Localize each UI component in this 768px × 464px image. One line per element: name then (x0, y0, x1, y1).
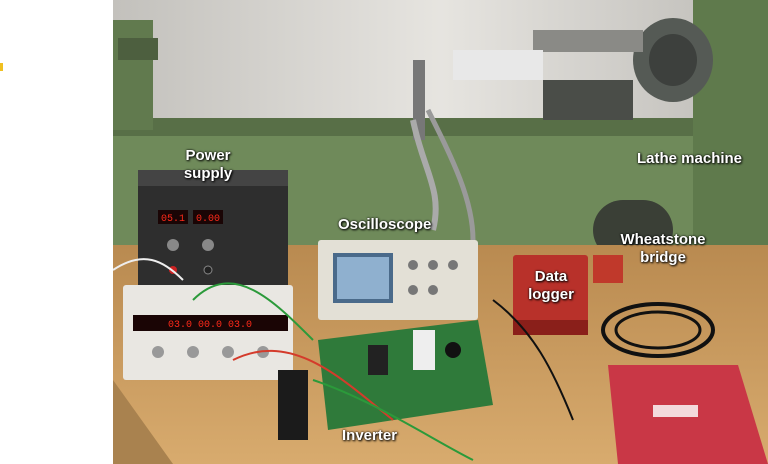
oscilloscope (318, 240, 478, 320)
stray-mark (0, 63, 3, 71)
supply-right-display: 0.00 (196, 214, 220, 225)
data-logger (513, 255, 588, 335)
wheatstone-bridge (593, 255, 623, 283)
label-inverter: Inverter (342, 427, 398, 444)
label-data-logger: Data logger (528, 268, 574, 303)
power-supply: 05.1 0.00 (138, 170, 288, 290)
inverter-board (278, 320, 493, 440)
triple-power-supply: 03.0 00.0 03.0 (123, 285, 293, 380)
lab-photo-illustration: 05.1 0.00 03.0 00.0 03.0 (113, 0, 768, 464)
label-oscilloscope: Oscilloscope (338, 216, 432, 233)
label-lathe-machine: Lathe machine (637, 150, 743, 167)
supply-left-display: 05.1 (161, 214, 185, 225)
label-power-supply: Power supply (183, 147, 233, 182)
triple-supply-display: 03.0 00.0 03.0 (168, 320, 252, 331)
lab-photo: 05.1 0.00 03.0 00.0 03.0 (113, 0, 768, 464)
label-wheatstone-bridge: Wheatstone bridge (620, 231, 706, 266)
